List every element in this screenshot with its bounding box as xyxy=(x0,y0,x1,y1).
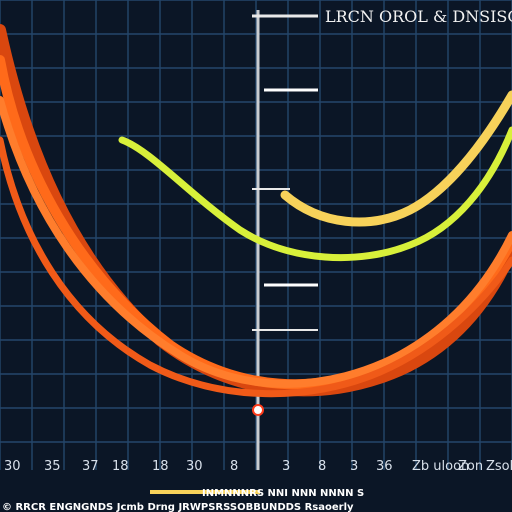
x-tick-label: Zon xyxy=(458,459,483,474)
x-tick-label: 30 xyxy=(4,459,21,474)
x-tick-label: 18 xyxy=(152,459,169,474)
x-tick-label: 8 xyxy=(230,459,238,474)
curves xyxy=(0,24,512,416)
x-tick-label: 8 xyxy=(318,459,326,474)
curve-orange-low xyxy=(0,136,512,398)
curve-orange-inner xyxy=(0,96,512,388)
minimum-marker xyxy=(252,404,264,416)
x-tick-label: 3 xyxy=(350,459,358,474)
x-tick-labels: 30 35 37 18 18 30 8 3 8 3 36 Zb uloonZonZsobjuon xyxy=(4,459,512,474)
x-tick-label: 3 xyxy=(282,459,290,474)
x-tick-label: Zb uloon xyxy=(412,459,469,474)
chart-title: LRCN OROL & DNSISCO xyxy=(325,7,512,26)
footer-accent-bar xyxy=(150,490,260,494)
x-tick-label: 37 xyxy=(82,459,99,474)
x-tick-label: 36 xyxy=(376,459,393,474)
footer-text: © RRCR ENGNGNDS Jcmb Drng JRWPSRSSOBBUND… xyxy=(2,502,354,512)
legend-text: INMNNNRS NNI NNN NNNN S xyxy=(202,488,364,499)
x-tick-label: 30 xyxy=(186,459,203,474)
x-tick-label: Zsobjuon xyxy=(486,459,512,474)
curve-yellow-lower xyxy=(118,126,512,262)
curve-yellow-upper xyxy=(280,90,512,227)
x-tick-label: 18 xyxy=(112,459,129,474)
x-tick-label: 35 xyxy=(44,459,61,474)
